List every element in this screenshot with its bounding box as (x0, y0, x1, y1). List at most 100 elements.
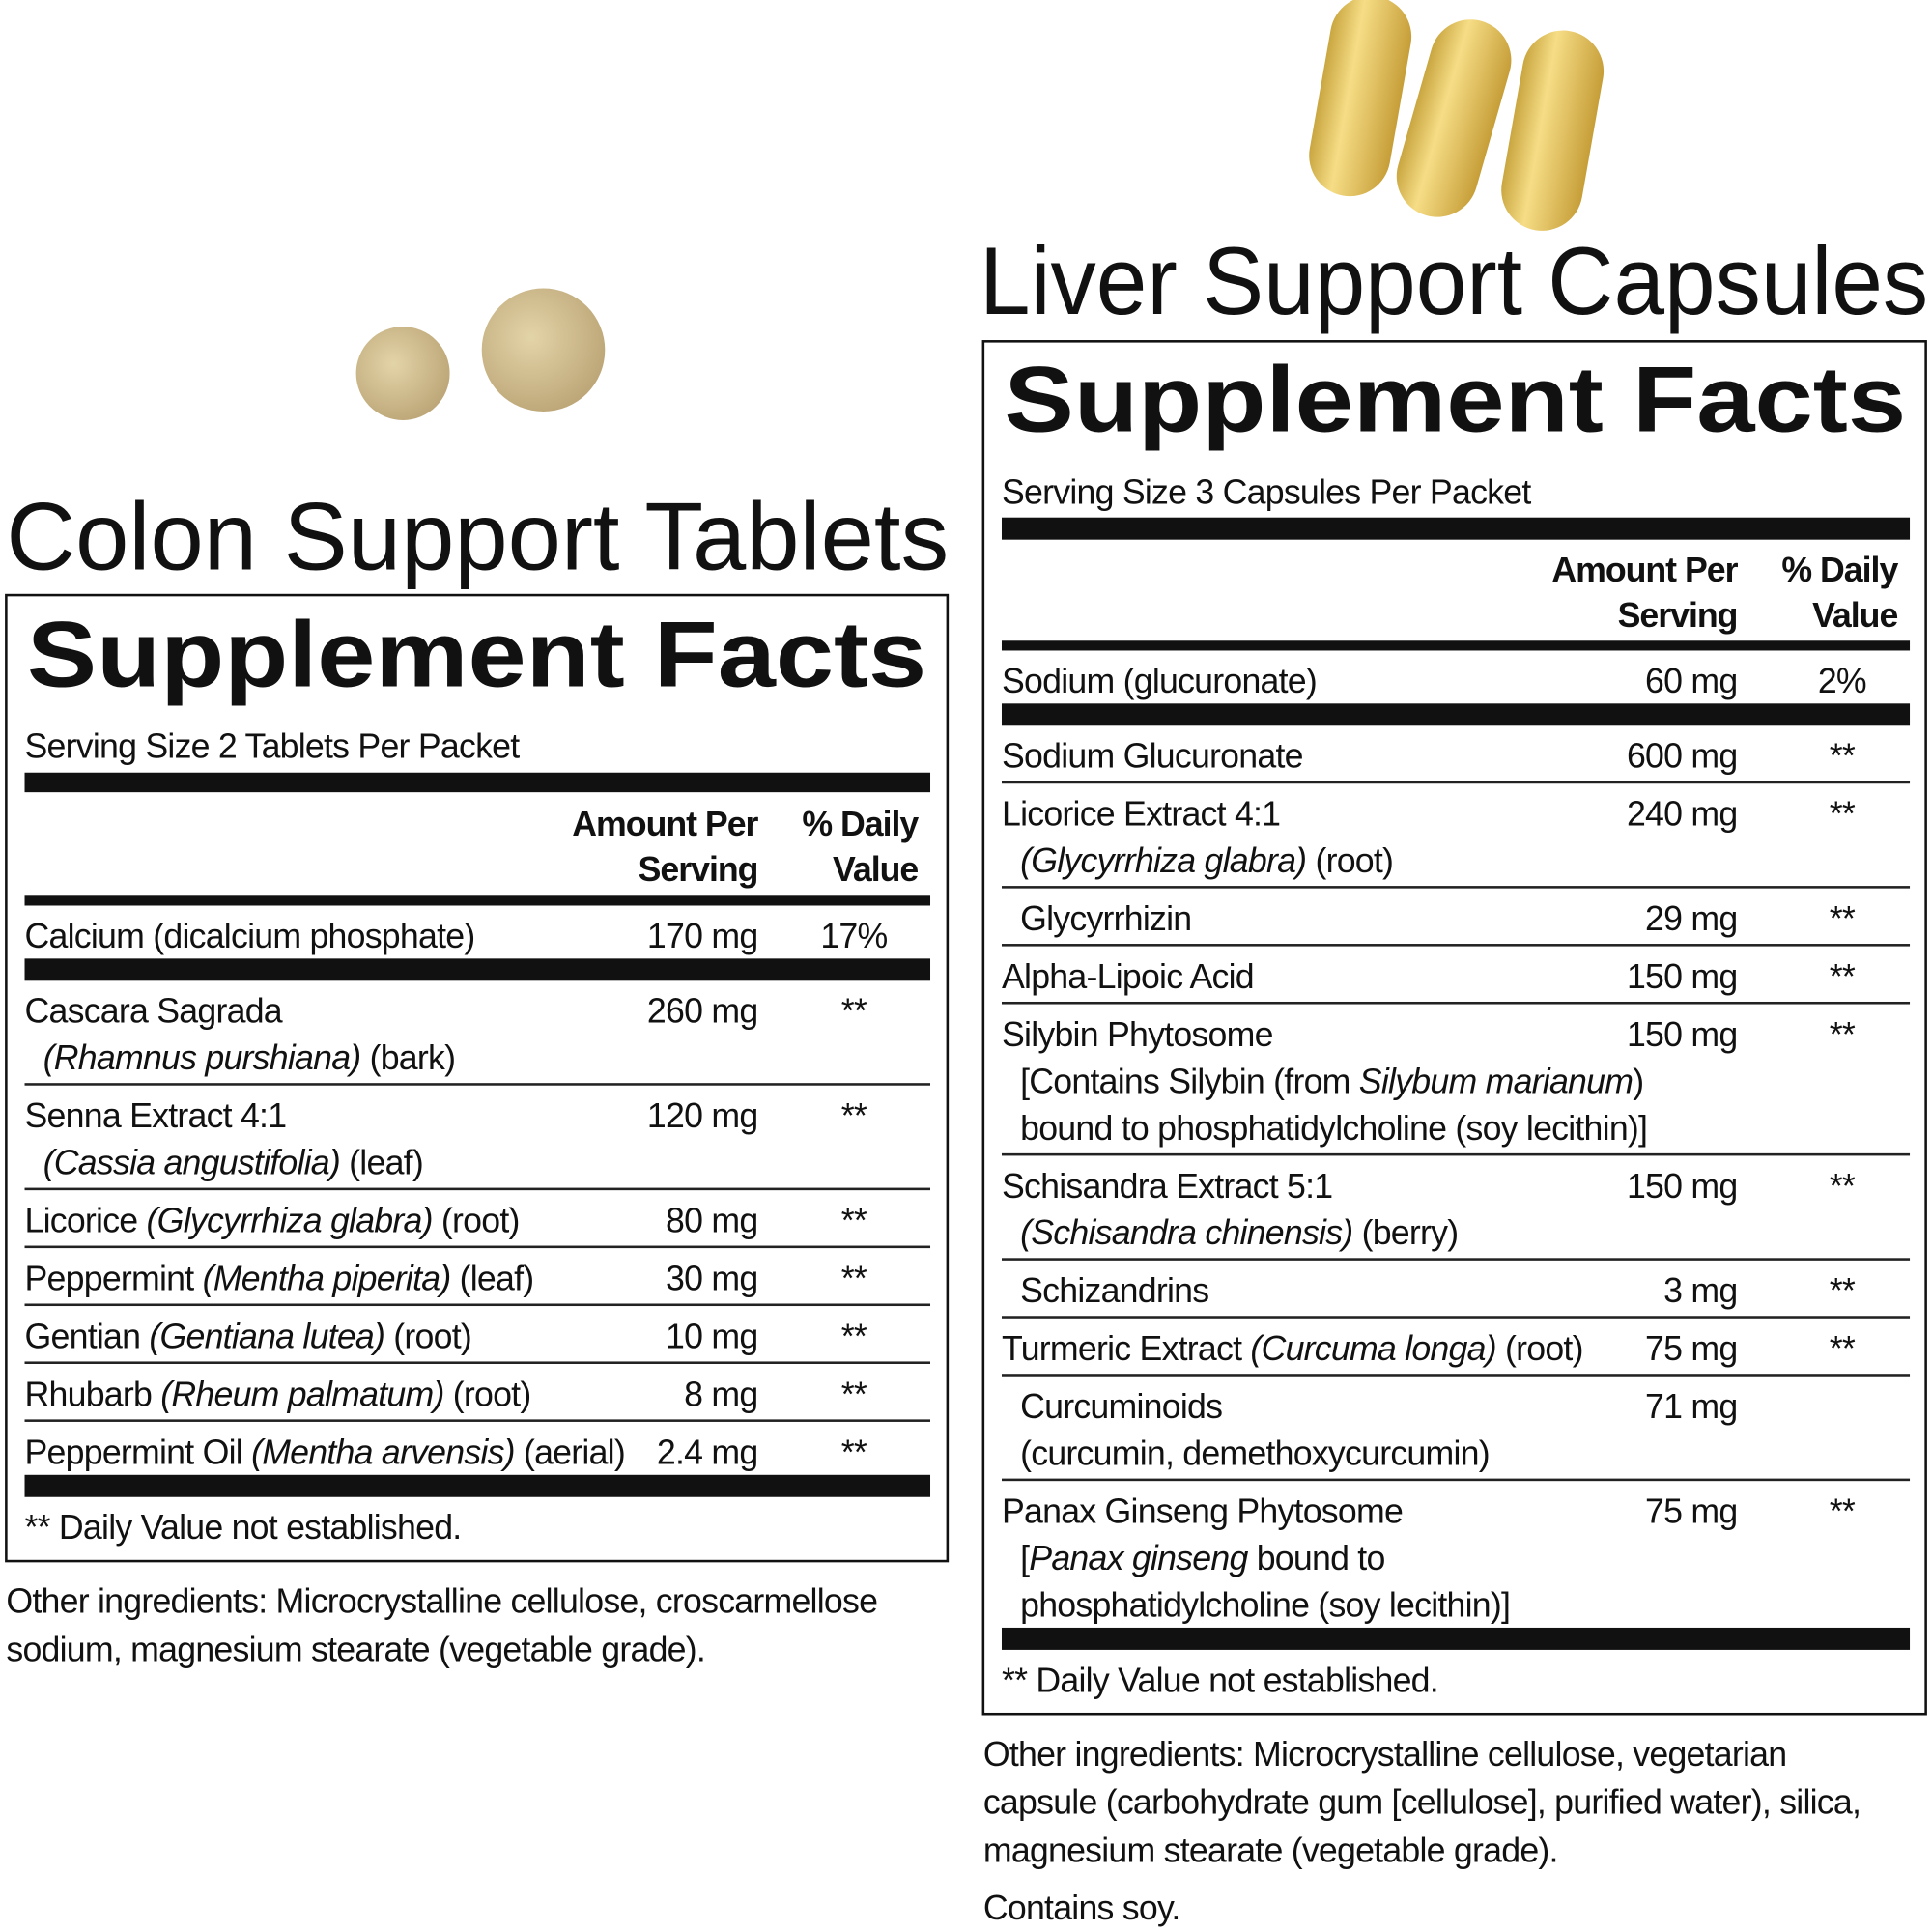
ingredient-name: Peppermint (Mentha piperita) (leaf) (25, 1259, 534, 1297)
daily-value: ** (1830, 1015, 1856, 1054)
name-part: phosphatidylcholine (soy lecithin)] (1020, 1585, 1510, 1624)
name-part: (root) (444, 1375, 531, 1413)
daily-value: 17% (820, 917, 887, 955)
ingredient-name: Rhubarb (Rheum palmatum) (root) (25, 1375, 531, 1413)
ingredient-name: (Rhamnus purshiana) (bark) (43, 1038, 456, 1077)
other-ingredients: sodium, magnesium stearate (vegetable gr… (6, 1630, 705, 1668)
divider (1001, 1258, 1911, 1261)
ingredient-name: Cascara Sagrada (25, 992, 283, 1031)
name-part: Schisandra Extract 5:1 (1002, 1167, 1332, 1206)
ingredient-name: Alpha-Lipoic Acid (1002, 957, 1254, 996)
name-part: [ (1020, 1539, 1030, 1577)
daily-value: 2% (1818, 662, 1866, 700)
name-part: Cascara Sagrada (25, 992, 283, 1031)
divider (1001, 1152, 1911, 1156)
ingredient-name: Glycyrrhizin (1020, 899, 1191, 938)
ingredient-name: Curcuminoids (1020, 1387, 1222, 1426)
name-part: Calcium (dicalcium phosphate) (25, 917, 475, 955)
ingredient-name: phosphatidylcholine (soy lecithin)] (1020, 1585, 1510, 1624)
divider (1001, 1316, 1911, 1319)
divider (1001, 944, 1911, 947)
other-ingredients: Other ingredients: Microcrystalline cell… (6, 1582, 877, 1621)
name-part: Sodium (glucuronate) (1002, 662, 1317, 700)
header-amount: Amount Per (1551, 551, 1738, 589)
footnote: ** Daily Value not established. (1002, 1661, 1438, 1699)
rule (24, 1474, 931, 1497)
ingredient-name: bound to phosphatidylcholine (soy lecith… (1020, 1109, 1647, 1148)
name-part: (Rhamnus purshiana) (43, 1038, 361, 1077)
other-ingredients: magnesium stearate (vegetable grade). (983, 1831, 1558, 1869)
name-part: Panax ginseng (1029, 1539, 1248, 1577)
amount: 600 mg (1627, 737, 1737, 776)
daily-value: ** (841, 1317, 867, 1355)
name-part: Schizandrins (1020, 1271, 1208, 1310)
amount: 30 mg (666, 1259, 757, 1297)
name-part: Gentian (25, 1317, 150, 1355)
name-part: (berry) (1352, 1213, 1458, 1252)
divider (24, 1303, 931, 1307)
serving-size: Serving Size 2 Tablets Per Packet (25, 726, 521, 765)
daily-value: ** (841, 1259, 867, 1297)
daily-value: ** (841, 1375, 867, 1413)
amount: 71 mg (1645, 1387, 1737, 1426)
rule (1001, 517, 1911, 540)
daily-value: ** (1830, 795, 1856, 834)
ingredient-name: Licorice (Glycyrrhiza glabra) (root) (25, 1202, 520, 1240)
name-part: Rhubarb (25, 1375, 161, 1413)
name-part: (Gentiana lutea) (149, 1317, 384, 1355)
amount: 10 mg (666, 1317, 757, 1355)
name-part: Licorice Extract 4:1 (1002, 795, 1280, 834)
capsules (1309, 0, 1605, 231)
daily-value: ** (1830, 737, 1856, 776)
rule (1001, 640, 1911, 651)
facts-title: Supplement Facts (1005, 346, 1907, 451)
amount: 120 mg (647, 1096, 758, 1135)
ingredient-name: Gentian (Gentiana lutea) (root) (25, 1317, 472, 1355)
rule (24, 895, 931, 906)
divider (24, 1083, 931, 1086)
amount: 260 mg (647, 992, 758, 1031)
capsule (1309, 0, 1412, 197)
name-part: bound to phosphatidylcholine (soy lecith… (1020, 1109, 1647, 1148)
amount: 75 mg (1645, 1329, 1737, 1368)
product-title: Colon Support Tablets (6, 483, 949, 590)
daily-value: ** (841, 992, 867, 1031)
name-part: Curcuminoids (1020, 1387, 1222, 1426)
facts-title: Supplement Facts (27, 601, 926, 706)
divider (1001, 781, 1911, 784)
daily-value: ** (1830, 899, 1856, 938)
ingredient-name: Licorice Extract 4:1 (1002, 795, 1280, 834)
divider (24, 1187, 931, 1191)
rule (1001, 1627, 1911, 1650)
header-dv: % Daily (802, 805, 919, 843)
daily-value: ** (1830, 957, 1856, 996)
name-part: Glycyrrhizin (1020, 899, 1191, 938)
name-part: Sodium Glucuronate (1002, 737, 1303, 776)
tablet (355, 327, 450, 420)
name-part: Peppermint Oil (25, 1433, 252, 1471)
footnote: ** Daily Value not established. (25, 1508, 462, 1547)
name-part: Senna Extract 4:1 (25, 1096, 287, 1135)
name-part: (leaf) (340, 1144, 423, 1182)
ingredient-name: Calcium (dicalcium phosphate) (25, 917, 475, 955)
serving-size: Serving Size 3 Capsules Per Packet (1002, 473, 1531, 512)
name-part: (Schisandra chinensis) (1020, 1213, 1352, 1252)
header-amount: Serving (639, 850, 758, 889)
divider (1001, 886, 1911, 889)
divider (1001, 1374, 1911, 1377)
header-amount: Serving (1618, 596, 1738, 635)
panel-border (981, 340, 1927, 1716)
daily-value: ** (1830, 1329, 1856, 1368)
ingredient-name: Sodium Glucuronate (1002, 737, 1303, 776)
ingredient-name: (Glycyrrhiza glabra) (root) (1020, 841, 1393, 880)
name-part: (root) (1496, 1329, 1583, 1368)
daily-value: ** (841, 1202, 867, 1240)
ingredient-name: [Contains Silybin (from Silybum marianum… (1020, 1062, 1643, 1100)
name-part: (bark) (360, 1038, 455, 1077)
name-part: ) (1633, 1062, 1643, 1100)
ingredient-name: Turmeric Extract (Curcuma longa) (root) (1002, 1329, 1583, 1368)
ingredient-name: Panax Ginseng Phytosome (1002, 1492, 1403, 1531)
panel-border (5, 593, 950, 1563)
ingredient-name: Silybin Phytosome (1002, 1015, 1273, 1054)
